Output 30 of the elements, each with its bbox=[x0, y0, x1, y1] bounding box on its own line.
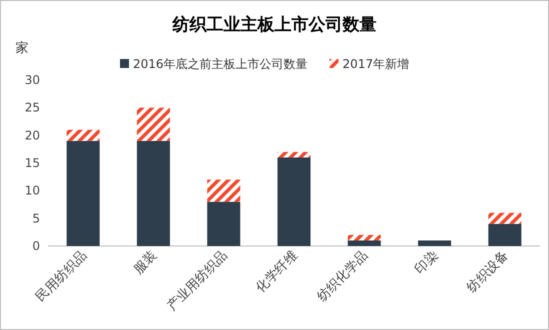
y-tick-label: 0 bbox=[32, 239, 40, 253]
bar bbox=[66, 130, 100, 141]
bar bbox=[207, 202, 240, 246]
bar bbox=[277, 152, 311, 158]
bar bbox=[488, 212, 522, 224]
y-tick-label: 5 bbox=[32, 211, 40, 226]
bar bbox=[136, 108, 170, 141]
bar bbox=[418, 240, 452, 246]
x-tick-label: 印染 bbox=[412, 248, 442, 278]
y-tick-label: 15 bbox=[24, 156, 40, 170]
chart-title: 纺织工业主板上市公司数量 bbox=[172, 15, 376, 34]
bar bbox=[488, 224, 522, 246]
x-tick-label: 服装 bbox=[131, 248, 160, 278]
bar bbox=[136, 140, 170, 246]
bar bbox=[348, 240, 381, 246]
x-tick-label: 纺织化学品 bbox=[314, 248, 372, 305]
x-tick-label: 化学纤维 bbox=[253, 248, 301, 296]
y-tick-label: 10 bbox=[24, 184, 40, 198]
x-tick-label: 纺织设备 bbox=[464, 248, 512, 296]
y-tick-label: 30 bbox=[24, 73, 40, 87]
x-tick-label: 产业用纺织品 bbox=[164, 248, 231, 314]
bar bbox=[348, 234, 381, 240]
bar bbox=[207, 180, 240, 202]
legend-label: 2017年新增 bbox=[342, 57, 410, 71]
legend-label: 2016年底之前主板上市公司数量 bbox=[133, 57, 308, 71]
y-tick-label: 25 bbox=[24, 100, 40, 115]
bar bbox=[66, 140, 100, 246]
y-tick-label: 20 bbox=[24, 128, 40, 142]
y-axis-title: 家 bbox=[16, 40, 28, 56]
bar bbox=[277, 157, 311, 246]
